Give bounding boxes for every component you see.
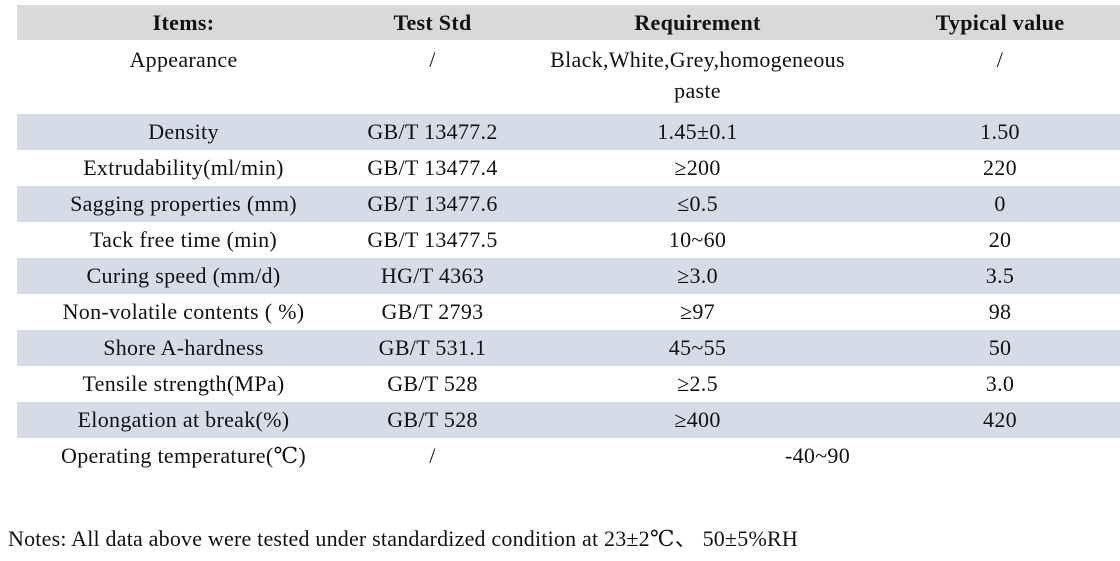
cell-item: Tack free time (min): [89, 227, 278, 252]
table-row: Operating temperature(℃) / -40~90: [17, 438, 1120, 474]
header-typical-value: Typical value: [880, 5, 1120, 40]
cell-requirement: 1.45±0.1: [515, 114, 880, 150]
cell-typical-value: /: [996, 47, 1004, 72]
cell-item: Operating temperature(℃): [61, 443, 306, 468]
cell-test-std: /: [429, 443, 436, 468]
table-row: Extrudability(ml/min) GB/T 13477.4 ≥200 220: [17, 150, 1120, 186]
cell-item: Tensile strength(MPa): [82, 371, 285, 396]
cell-typical-value: 3.5: [880, 258, 1120, 294]
table-row: Density GB/T 13477.2 1.45±0.1 1.50: [17, 114, 1120, 150]
cell-test-std: GB/T 528: [387, 371, 478, 396]
cell-typical-value: 20: [988, 227, 1012, 252]
cell-typical-value: 0: [880, 186, 1120, 222]
cell-requirement: 45~55: [515, 330, 880, 366]
cell-item: Shore A-hardness: [17, 330, 350, 366]
header-row: Items: Test Std Requirement Typical valu…: [17, 5, 1120, 40]
cell-item: Elongation at break(%): [17, 402, 350, 438]
cell-test-std: GB/T 13477.5: [367, 227, 498, 252]
table-row: Appearance / Black,White,Grey,homogeneous …: [17, 40, 1120, 114]
header-items: Items:: [17, 5, 350, 40]
cell-item: Extrudability(ml/min): [83, 155, 284, 180]
cell-typical-value: 50: [880, 330, 1120, 366]
table-row: Curing speed (mm/d) HG/T 4363 ≥3.0 3.5: [17, 258, 1120, 294]
cell-test-std: GB/T 528: [350, 402, 515, 438]
cell-requirement: Black,White,Grey,homogeneous paste: [550, 47, 845, 103]
table-row: Shore A-hardness GB/T 531.1 45~55 50: [17, 330, 1120, 366]
notes-text: Notes: All data above were tested under …: [8, 526, 798, 551]
cell-requirement: ≥400: [515, 402, 880, 438]
cell-typical-value: 220: [983, 155, 1017, 180]
cell-test-std: GB/T 13477.2: [350, 114, 515, 150]
cell-item: Appearance: [129, 47, 238, 72]
cell-requirement: ≥97: [680, 299, 715, 324]
cell-test-std: GB/T 531.1: [350, 330, 515, 366]
cell-test-std: GB/T 13477.6: [350, 186, 515, 222]
table-row: Elongation at break(%) GB/T 528 ≥400 420: [17, 402, 1120, 438]
header-requirement: Requirement: [515, 5, 880, 40]
cell-typical-value: 98: [988, 299, 1012, 324]
cell-item: Density: [17, 114, 350, 150]
cell-test-std: GB/T 13477.4: [367, 155, 498, 180]
table-row: Sagging properties (mm) GB/T 13477.6 ≤0.5 0: [17, 186, 1120, 222]
cell-typical-value: 1.50: [880, 114, 1120, 150]
cell-requirement: -40~90: [784, 443, 851, 468]
cell-requirement: ≥3.0: [515, 258, 880, 294]
cell-item: Sagging properties (mm): [17, 186, 350, 222]
spec-table-header: Items: Test Std Requirement Typical valu…: [17, 5, 1120, 40]
table-row: Tensile strength(MPa) GB/T 528 ≥2.5 3.0: [17, 366, 1120, 402]
spec-table: Items: Test Std Requirement Typical valu…: [17, 5, 1120, 474]
cell-typical-value: 420: [880, 402, 1120, 438]
cell-requirement: 10~60: [668, 227, 727, 252]
cell-test-std: HG/T 4363: [350, 258, 515, 294]
cell-test-std: GB/T 2793: [381, 299, 484, 324]
cell-item: Curing speed (mm/d): [17, 258, 350, 294]
spec-table-body: Appearance / Black,White,Grey,homogeneous …: [17, 40, 1120, 474]
cell-test-std: /: [429, 47, 436, 72]
cell-requirement: ≤0.5: [515, 186, 880, 222]
cell-item: Non-volatile contents ( %): [62, 299, 305, 324]
table-row: Tack free time (min) GB/T 13477.5 10~60 20: [17, 222, 1120, 258]
cell-requirement: ≥200: [674, 155, 721, 180]
table-row: Non-volatile contents ( %) GB/T 2793 ≥97 98: [17, 294, 1120, 330]
cell-typical-value: 3.0: [985, 371, 1015, 396]
cell-requirement: ≥2.5: [677, 371, 718, 396]
header-test-std: Test Std: [350, 5, 515, 40]
